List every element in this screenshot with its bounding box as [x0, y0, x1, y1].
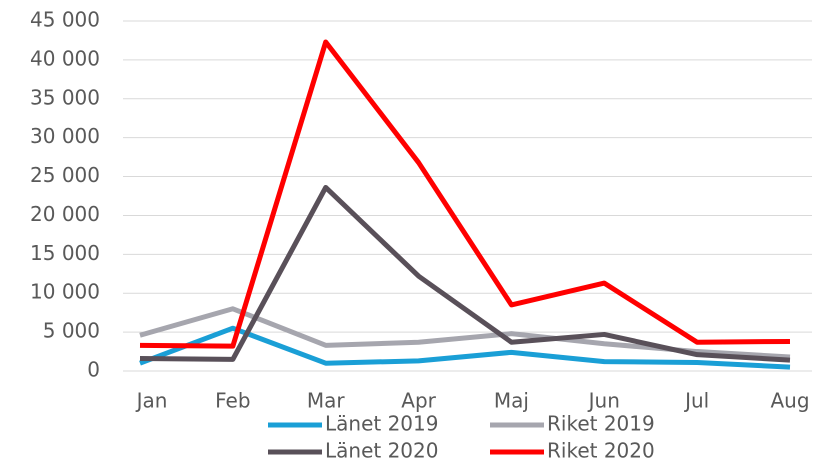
legend-label: Länet 2020 [325, 439, 438, 463]
y-tick-label: 15 000 [30, 241, 100, 265]
x-tick-label: Apr [401, 389, 436, 413]
y-tick-label: 0 [87, 358, 100, 382]
y-tick-label: 40 000 [30, 46, 100, 70]
y-tick-label: 10 000 [30, 280, 100, 304]
x-tick-label: Mar [307, 389, 346, 413]
y-tick-label: 20 000 [30, 202, 100, 226]
x-tick-label: Jan [135, 389, 168, 413]
x-tick-label: Jun [587, 389, 620, 413]
x-tick-label: Feb [215, 389, 250, 413]
series-line [139, 39, 791, 349]
x-tick-label: Maj [494, 389, 529, 413]
y-tick-label: 45 000 [30, 8, 100, 32]
y-tick-label: 35 000 [30, 85, 100, 109]
y-tick-label: 5 000 [43, 319, 100, 343]
series-line [139, 184, 791, 363]
legend-label: Länet 2019 [325, 412, 438, 436]
y-tick-label: 30 000 [30, 124, 100, 148]
x-tick-label: Jul [683, 389, 709, 413]
legend-label: Riket 2020 [547, 439, 655, 463]
legend-label: Riket 2019 [547, 412, 655, 436]
x-tick-label: Aug [770, 389, 809, 413]
y-tick-label: 25 000 [30, 163, 100, 187]
